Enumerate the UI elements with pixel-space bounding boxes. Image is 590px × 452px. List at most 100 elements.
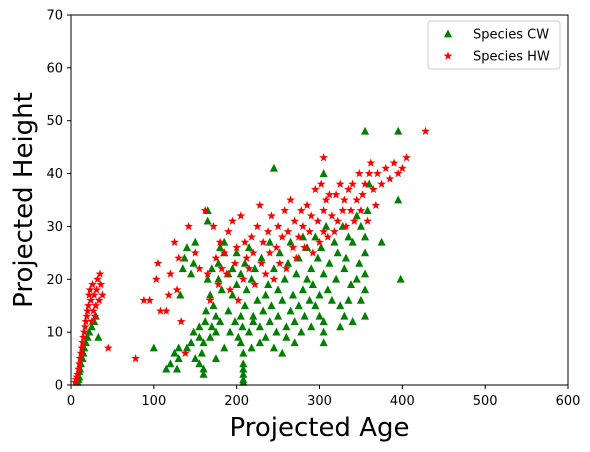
hw-point	[397, 163, 407, 173]
hw-point	[225, 285, 235, 294]
hw-point	[288, 242, 298, 252]
cw-point	[272, 327, 281, 336]
cw-point	[319, 169, 328, 177]
cw-point	[361, 126, 370, 135]
y-tick-label: 0	[55, 379, 63, 394]
hw-point	[389, 158, 399, 167]
hw-point	[248, 248, 258, 257]
cw-point	[240, 301, 249, 310]
cw-point	[275, 248, 284, 257]
cw-point	[333, 248, 342, 257]
y-tick-label: 40	[46, 167, 63, 182]
cw-point	[149, 343, 158, 352]
hw-point	[85, 285, 95, 294]
hw-point	[281, 264, 291, 273]
cw-point	[319, 317, 328, 325]
cw-point	[319, 327, 328, 336]
cw-point	[346, 280, 356, 288]
legend-entry-label: Species CW	[473, 28, 549, 43]
cw-point	[234, 332, 243, 341]
cw-point	[274, 311, 283, 320]
cw-point	[292, 269, 301, 278]
cw-point	[290, 317, 299, 325]
hw-point	[283, 227, 293, 236]
hw-point	[95, 269, 105, 278]
hw-point	[203, 269, 213, 278]
axes-frame	[70, 14, 569, 386]
hw-point	[261, 269, 271, 278]
hw-point	[286, 195, 295, 204]
hw-point	[300, 242, 309, 252]
cw-point	[264, 280, 273, 288]
cw-point	[344, 232, 353, 241]
hw-point	[305, 227, 314, 236]
hw-point	[230, 258, 240, 268]
cw-point	[303, 274, 312, 283]
hw-point	[131, 353, 140, 363]
cw-point	[217, 285, 226, 294]
cw-point	[247, 343, 256, 352]
cw-point	[195, 359, 204, 368]
cw-point	[327, 295, 336, 304]
hw-point	[277, 232, 287, 241]
cw-point	[255, 322, 264, 331]
hw-point	[74, 364, 83, 373]
cw-point	[170, 348, 179, 357]
hw-point	[364, 168, 374, 178]
cw-point	[294, 301, 303, 310]
hw-point	[195, 264, 204, 273]
hw-point	[83, 306, 92, 315]
cw-point	[94, 332, 103, 341]
hw-point	[172, 285, 182, 294]
cw-point	[394, 195, 403, 204]
cw-point	[278, 295, 287, 304]
hw-point	[250, 279, 260, 289]
legend: Species CW Species HW	[427, 20, 561, 70]
cw-point	[361, 269, 370, 278]
hw-point	[161, 306, 171, 315]
hw-point	[92, 285, 102, 294]
cw-point	[298, 232, 307, 241]
cw-point	[207, 264, 216, 273]
cw-point	[396, 274, 405, 283]
cw-point	[283, 258, 293, 267]
cw-point	[201, 306, 211, 315]
cw-point	[216, 243, 225, 251]
cw-point	[322, 221, 331, 230]
hw-point	[236, 211, 246, 220]
hw-point	[80, 322, 90, 331]
cw-point	[288, 290, 298, 299]
cw-point	[245, 243, 254, 251]
cw-point	[377, 237, 386, 246]
y-tick-label: 60	[46, 61, 63, 76]
cw-point	[228, 290, 237, 299]
hw-point	[341, 221, 351, 231]
cw-point	[180, 253, 189, 262]
hw-point	[325, 190, 334, 199]
cw-point	[341, 253, 351, 262]
cw-point	[197, 348, 206, 357]
hw-point	[91, 301, 101, 310]
cw-point	[162, 364, 171, 373]
cw-point	[282, 322, 291, 331]
legend-triangle-icon	[443, 29, 453, 38]
hw-point	[86, 295, 96, 305]
hw-point	[215, 237, 225, 247]
hw-point	[96, 279, 106, 289]
cw-point	[220, 343, 229, 352]
hw-point	[385, 174, 395, 183]
cw-point	[274, 285, 283, 294]
cw-point	[348, 317, 357, 325]
cw-point	[336, 322, 345, 331]
hw-point	[315, 237, 324, 247]
hw-point	[253, 221, 262, 231]
cw-point	[365, 179, 374, 188]
cw-point	[259, 306, 268, 315]
cw-point	[203, 274, 212, 283]
hw-point	[211, 253, 221, 262]
hw-point	[294, 232, 304, 241]
hw-point	[273, 221, 283, 231]
cw-point	[286, 306, 295, 315]
cw-point	[206, 332, 215, 341]
cw-point	[166, 359, 175, 368]
